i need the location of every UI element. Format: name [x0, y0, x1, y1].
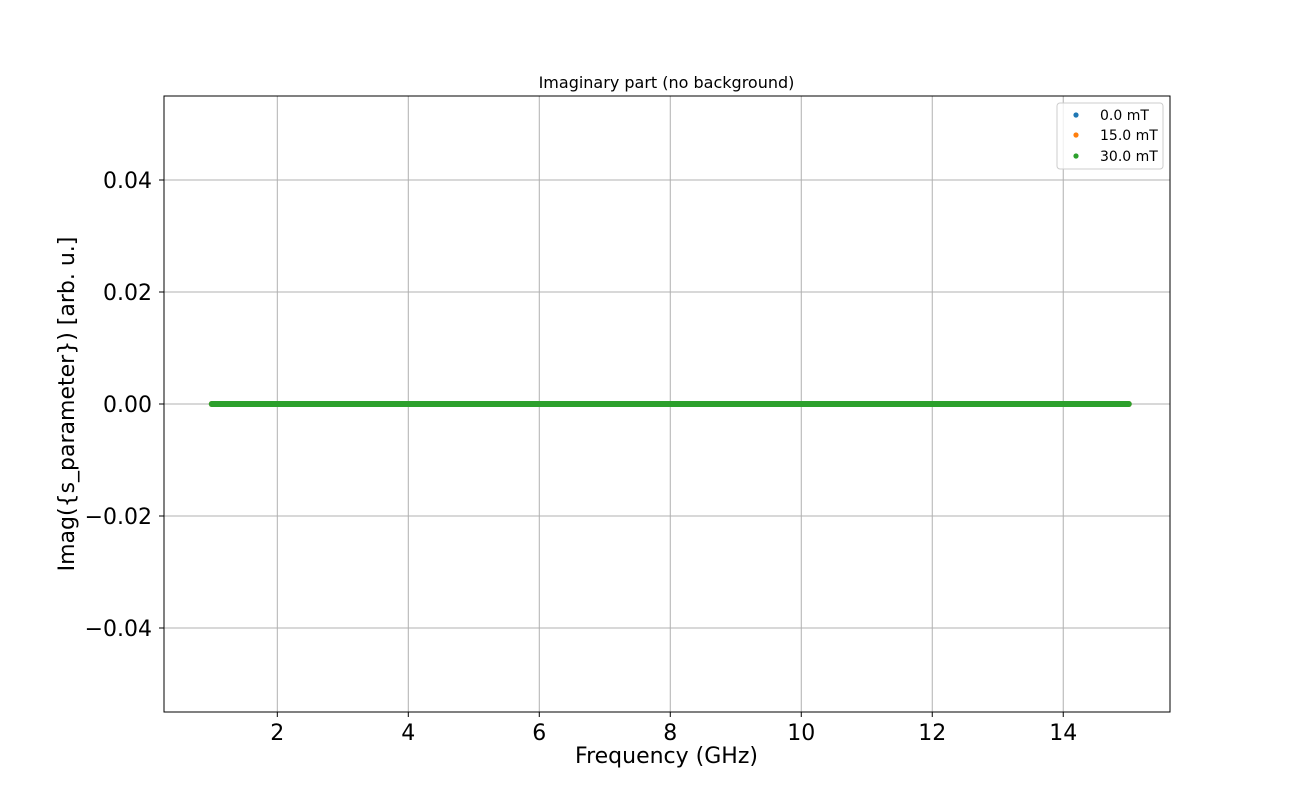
x-tick-label: 10 — [787, 721, 815, 746]
legend-marker-1 — [1073, 132, 1079, 138]
y-tick-label: 0.04 — [103, 169, 152, 194]
x-tick-label: 4 — [401, 721, 415, 746]
x-tick-label: 6 — [532, 721, 546, 746]
legend-marker-2 — [1073, 153, 1079, 159]
x-tick-label: 14 — [1049, 721, 1077, 746]
y-tick-label: −0.02 — [85, 505, 152, 530]
legend-entry: 15.0 mT — [1073, 128, 1158, 144]
x-axis-ticks: 2 4 6 8 10 12 14 — [270, 712, 1077, 746]
legend-box — [1056, 102, 1164, 170]
y-tick-label: 0.00 — [103, 393, 152, 418]
legend-label-2: 30.0 mT — [1100, 149, 1158, 165]
legend-entry: 0.0 mT — [1073, 108, 1149, 124]
x-axis-label: Frequency (GHz) — [575, 744, 758, 769]
legend-label-0: 0.0 mT — [1100, 108, 1149, 124]
legend-marker-0 — [1073, 112, 1079, 118]
y-tick-label: 0.02 — [103, 281, 152, 306]
x-tick-label: 12 — [918, 721, 946, 746]
y-axis-ticks: −0.04 −0.02 0.00 0.02 0.04 — [85, 169, 164, 642]
legend-label-1: 15.0 mT — [1100, 128, 1158, 144]
y-tick-label: −0.04 — [85, 617, 152, 642]
chart-title: Imaginary part (no background) — [539, 73, 795, 92]
legend: 0.0 mT 15.0 mT 30.0 mT — [1056, 102, 1164, 170]
x-tick-label: 2 — [270, 721, 284, 746]
y-axis-label: Imag({s_parameter}) [arb. u.] — [55, 237, 80, 572]
legend-entry: 30.0 mT — [1073, 149, 1158, 165]
x-tick-label: 8 — [663, 721, 677, 746]
